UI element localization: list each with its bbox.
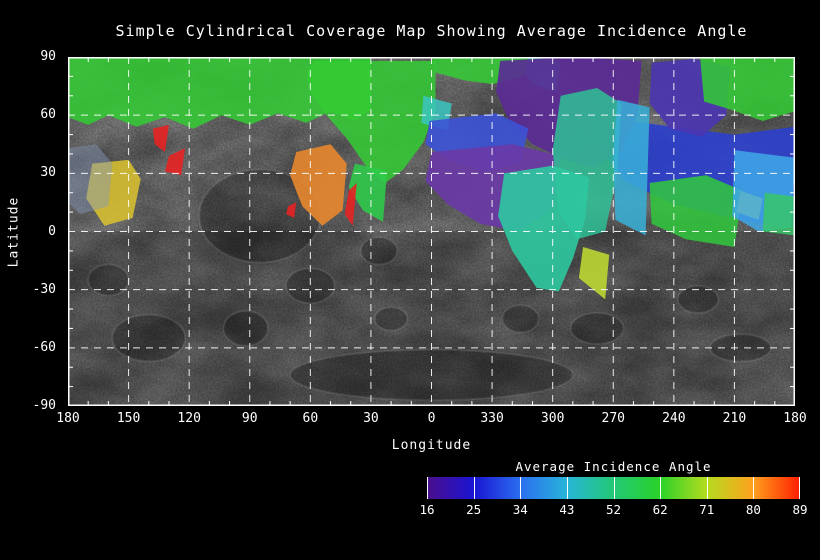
x-tick-labels: 180 150 120 90 60 30 0 330 300 270 240 210 180	[56, 411, 806, 429]
coverage-patch-green-small-center	[348, 163, 388, 222]
coverage-patch-cyan-strip-right	[613, 99, 650, 236]
colorbar-tick-mark	[427, 477, 428, 499]
colorbar-tick-mark	[799, 477, 800, 499]
x-tick-label: 210	[722, 411, 747, 426]
colorbar-tick-mark	[613, 477, 615, 499]
coverage-patch-yellow-patch-left	[86, 159, 141, 226]
y-tick-label: 60	[40, 107, 56, 123]
colorbar-tick-mark	[520, 477, 522, 499]
crater	[222, 310, 269, 347]
colorbar-tick-label: 16	[419, 502, 435, 517]
x-tick-label: 90	[241, 411, 258, 426]
crater	[569, 311, 625, 345]
coverage-patch-red-sliver-center	[344, 183, 357, 226]
x-tick-label: 270	[601, 411, 625, 426]
colorbar-tick-mark	[473, 477, 475, 499]
x-axis-label: Longitude	[391, 438, 472, 453]
coverage-patch-teal-central-large	[498, 165, 589, 292]
colorbar-tick-mark	[566, 477, 568, 499]
coverage-map	[68, 57, 795, 406]
crater	[501, 304, 540, 334]
chart-title: Simple Cylindrical Coverage Map Showing …	[115, 22, 748, 40]
x-tick-label: 150	[116, 411, 141, 426]
coverage-patch-green-top-right	[700, 57, 795, 121]
y-tick-label: -60	[32, 339, 56, 355]
colorbar-tick-label: 25	[466, 502, 482, 517]
crater	[87, 263, 130, 297]
plot-frame	[68, 57, 795, 406]
colorbar-tick-label: 43	[559, 502, 575, 517]
coverage-patch-orange-patch	[290, 144, 347, 226]
crater	[676, 284, 720, 314]
x-tick-label: 330	[480, 411, 504, 426]
x-tick-label: 300	[540, 411, 565, 426]
colorbar-tick-label: 62	[652, 502, 668, 517]
colorbar-tick-label: 52	[605, 502, 622, 517]
colorbar	[427, 477, 800, 499]
colorbar-label: Average Incidence Angle	[515, 459, 712, 474]
coverage-patch-green-far-right-corner	[762, 192, 795, 236]
x-tick-label: 120	[177, 411, 201, 426]
x-tick-label: 240	[662, 411, 686, 426]
x-tick-label: 60	[302, 411, 319, 426]
x-tick-label: 0	[427, 411, 436, 426]
colorbar-tick-label: 71	[699, 502, 715, 517]
y-tick-label: -90	[32, 398, 56, 413]
crater	[373, 306, 409, 332]
coverage-patch-green-top-left-band	[68, 57, 371, 129]
colorbar-tick-mark	[706, 477, 708, 499]
colorbar-tick-label: 34	[512, 502, 528, 517]
coverage-patch-yellow-green-sliver	[578, 247, 610, 300]
y-tick-label: 90	[40, 49, 56, 64]
y-tick-label: -30	[32, 281, 56, 297]
coverage-patch-red-sliver-left-2	[164, 148, 186, 176]
x-tick-label: 180	[56, 411, 80, 426]
coverage-patch-red-sliver-left-1	[152, 124, 169, 152]
colorbar-tick-label: 80	[745, 502, 761, 517]
coverage-patch-green-right-mid	[649, 175, 743, 247]
x-tick-label: 30	[363, 411, 379, 426]
x-tick-label: 180	[783, 411, 807, 426]
y-tick-labels: 90 60 30 0 -30 -60 -90	[0, 49, 62, 413]
map-plot-area	[68, 57, 795, 406]
colorbar-tick-labels: 16 25 34 43 52 62 71 80 89	[419, 502, 807, 518]
coverage-patch-red-dot-center	[286, 202, 297, 218]
coverage-patch-green-center-patch	[306, 60, 436, 183]
coverage-patch-grayblue-patch-left	[68, 144, 113, 215]
colorbar-tick-label: 89	[792, 502, 808, 517]
colorbar-tick-mark	[660, 477, 662, 499]
crater	[111, 313, 187, 363]
crater	[359, 236, 399, 266]
y-tick-label: 0	[48, 223, 56, 239]
y-tick-label: 30	[40, 165, 56, 181]
colorbar-tick-mark	[753, 477, 755, 499]
